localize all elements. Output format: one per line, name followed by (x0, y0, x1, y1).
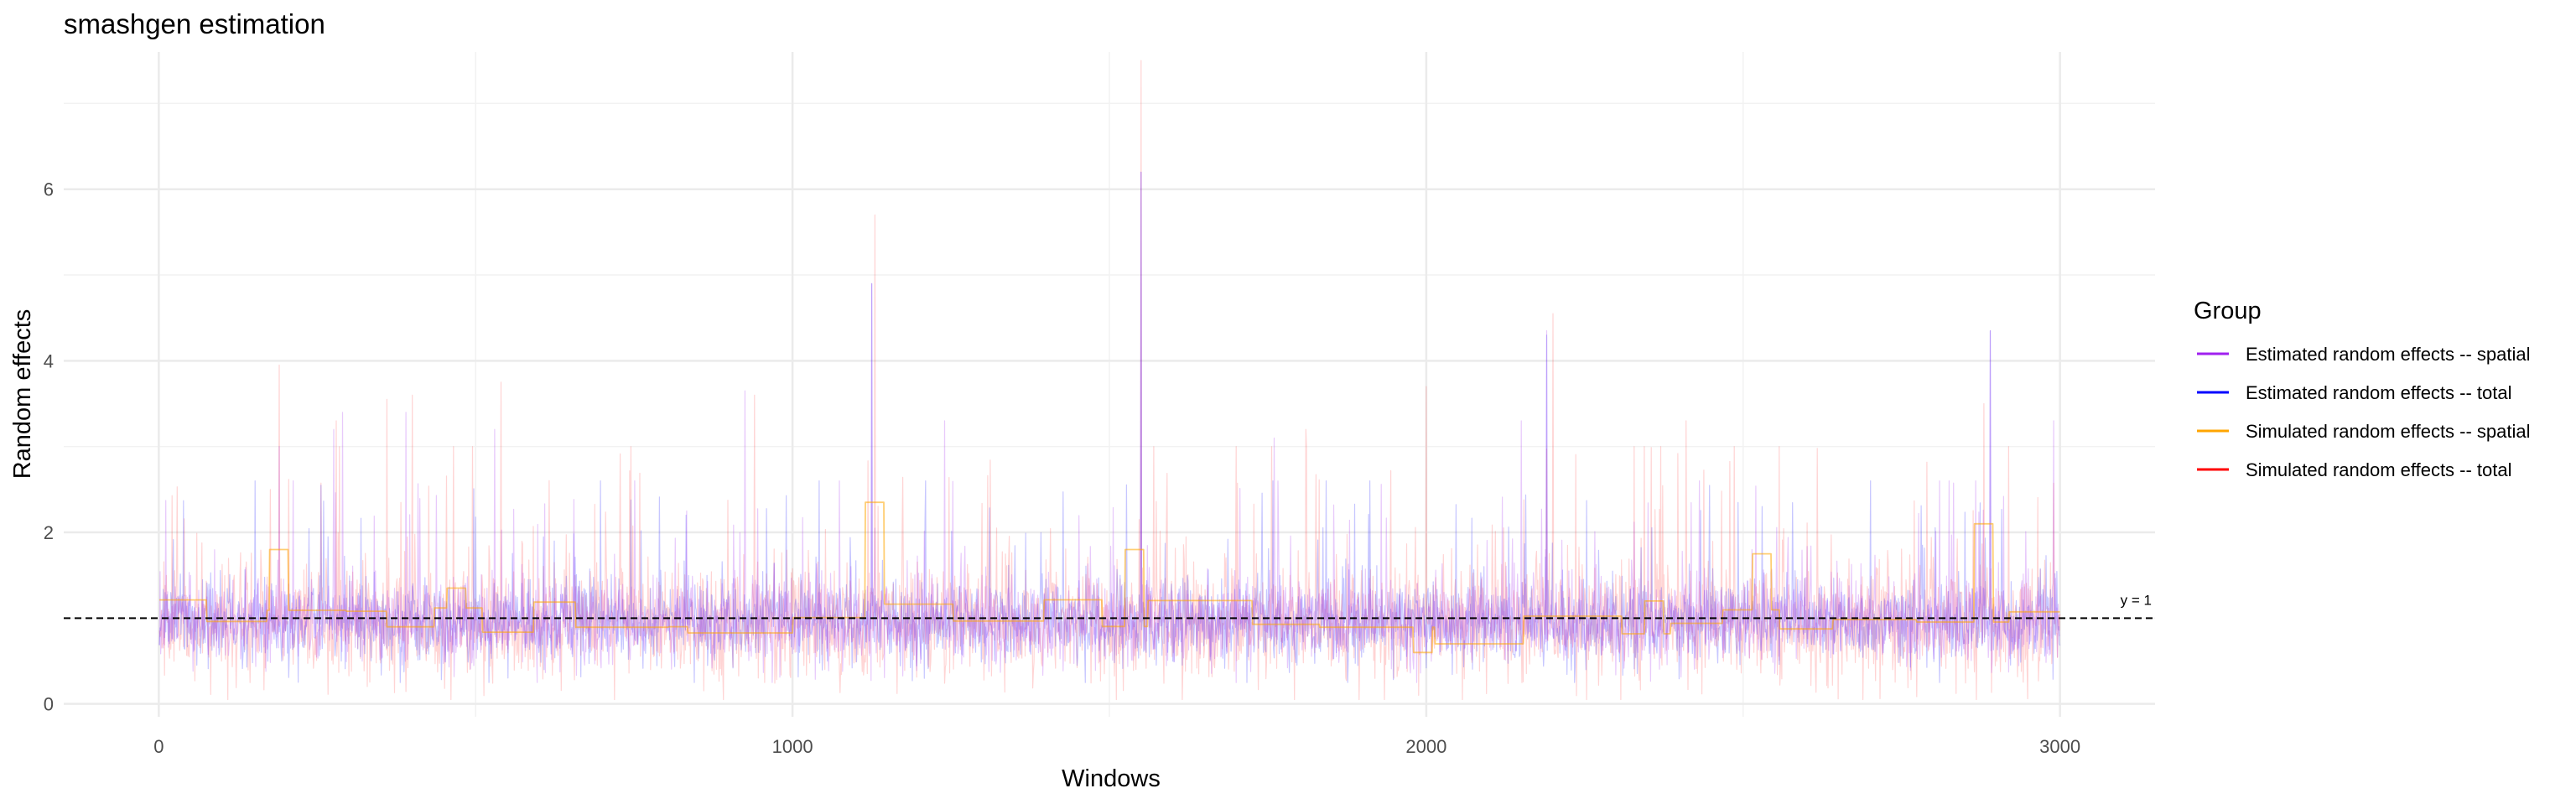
y-tick-label: 6 (44, 179, 54, 200)
chart-title: smashgen estimation (64, 8, 325, 39)
y-axis-title: Random effects (9, 309, 36, 480)
x-axis-title: Windows (1062, 765, 1161, 792)
grid (64, 52, 2155, 717)
x-tick-label: 2000 (1405, 736, 1446, 757)
legend-title: Group (2194, 298, 2262, 324)
reference-line-layer: y = 1 (64, 592, 2155, 620)
legend-label: Simulated random effects -- total (2246, 459, 2512, 480)
legend: Group Estimated random effects -- spatia… (2194, 298, 2531, 480)
y-tick-label: 0 (44, 694, 54, 715)
legend-label: Estimated random effects -- total (2246, 382, 2512, 403)
reference-line-label: y = 1 (2121, 592, 2152, 608)
legend-label: Simulated random effects -- spatial (2246, 421, 2531, 442)
series-line-simulated-random-effects-spatial (159, 501, 2060, 654)
y-tick-label: 4 (44, 350, 54, 371)
x-tick-label: 1000 (772, 736, 813, 757)
x-tick-label: 0 (153, 736, 164, 757)
series-line-simulated-random-effects-total (158, 60, 2061, 701)
y-tick-label: 2 (44, 522, 54, 543)
x-tick-label: 3000 (2039, 736, 2080, 757)
axes: 0 1000 2000 3000 0 2 4 6 (44, 179, 2080, 757)
series-line-estimated-random-effects-total (158, 171, 2061, 683)
legend-label: Estimated random effects -- spatial (2246, 344, 2531, 365)
